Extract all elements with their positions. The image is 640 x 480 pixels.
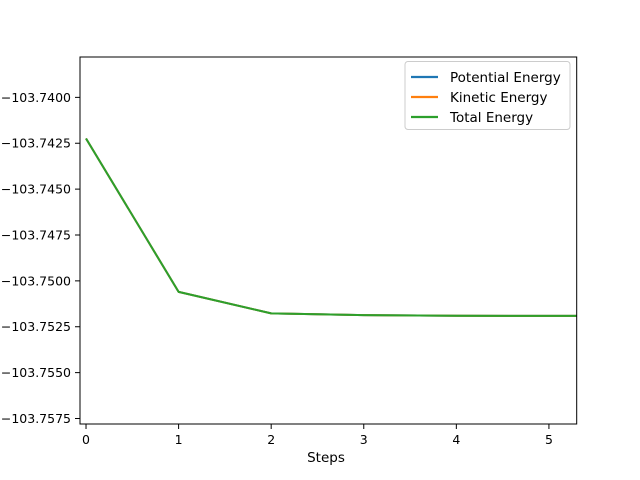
y-tick-label: −103.7500 [1, 273, 71, 288]
plot-frame [79, 56, 578, 425]
y-tick-label: −103.7425 [1, 136, 71, 151]
y-tick-label: −103.7450 [1, 182, 71, 197]
y-axis: −103.7400 −103.7425 −103.7450 −103.7475 −103… [1, 90, 80, 426]
legend: Potential Energy Kinetic Energy Total Ener… [404, 61, 571, 130]
x-tick-label: 5 [545, 432, 553, 447]
legend-label: Kinetic Energy [450, 90, 548, 106]
legend-label: Potential Energy [450, 70, 561, 86]
series-line-total-energy [85, 137, 577, 317]
x-tick-label: 4 [452, 432, 460, 447]
data-series [85, 137, 577, 317]
x-axis: 0 1 2 3 4 5 [82, 424, 553, 447]
y-tick-label: −103.7400 [1, 90, 71, 105]
y-tick-label: −103.7475 [1, 227, 71, 242]
legend-box [404, 61, 571, 130]
y-tick-label: −103.7575 [1, 411, 71, 426]
x-axis-label: Steps [307, 450, 345, 466]
legend-label: Total Energy [449, 110, 533, 126]
x-tick-label: 1 [175, 432, 183, 447]
x-tick-label: 0 [82, 432, 90, 447]
y-tick-label: −103.7550 [1, 365, 71, 380]
y-tick-label: −103.7525 [1, 319, 71, 334]
x-tick-label: 2 [267, 432, 275, 447]
x-tick-label: 3 [360, 432, 368, 447]
